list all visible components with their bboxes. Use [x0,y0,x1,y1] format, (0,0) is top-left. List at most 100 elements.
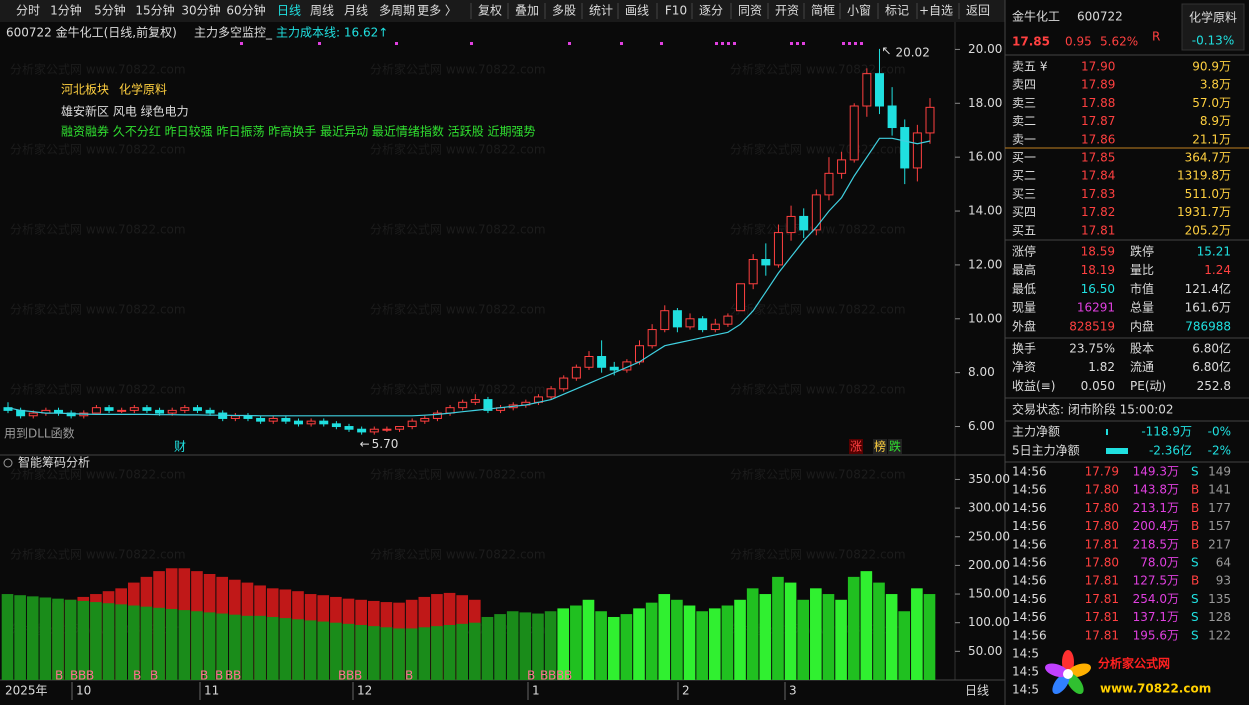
toolbar-button[interactable]: 30分钟 [181,3,220,18]
candle-body [685,318,695,328]
candle-body [344,426,354,430]
stat-label: PE(动) [1130,379,1166,393]
flow-bar [1106,429,1108,435]
watermark: 分析家公式网 www.70822.com [730,142,906,157]
book-price: 17.88 [1081,96,1115,110]
sector-pct: -0.13% [1192,34,1234,48]
chip-bar-green [266,616,279,680]
b-marker: B [548,669,556,683]
chip-bar-green [254,615,266,680]
candle-body [849,105,859,161]
candle-body [167,409,177,414]
toolbar-button[interactable]: 开资 [775,4,799,18]
chip-bar-green [532,613,544,680]
toolbar [0,0,1005,22]
logo-text: 分析家公式网 [1098,656,1170,671]
toolbar-button[interactable]: 日线 [277,4,301,18]
toolbar-button[interactable]: 月线 [344,4,368,18]
toolbar-button[interactable]: 返回 [966,4,990,18]
book-price: 17.83 [1081,187,1115,201]
stat-value: 18.59 [1081,245,1115,259]
y-tick-label: 14.00 [968,204,1002,218]
toolbar-button[interactable]: 1分钟 [50,3,82,18]
b-marker: B [225,669,233,683]
chip-bar-green [607,616,620,680]
toolbar-button[interactable]: F10 [665,4,687,18]
book-label: 买一 [1012,151,1036,165]
watermark: 分析家公式网 www.70822.com [370,222,546,237]
watermark: 分析家公式网 www.70822.com [730,302,906,317]
chip-bar-green [367,626,380,680]
event-mark: 跌 [889,439,901,454]
b-marker: B [86,669,94,683]
book-volume: 21.1万 [1192,132,1231,146]
y-tick-label: 16.00 [968,150,1002,164]
toolbar-button[interactable]: 5分钟 [94,3,126,18]
chip-bar-green [570,605,582,680]
candle-body [407,420,417,428]
feature-tags: 融资融券 久不分红 昨日较强 昨日振荡 昨高换手 最近异动 最近情绪指数 活跃股… [61,124,536,139]
min-arrow: ← [360,437,370,451]
toolbar-button[interactable]: 标记 [885,4,909,18]
year-label: 2025年 [5,684,48,698]
candle-body [710,323,720,331]
b-marker: B [233,669,241,683]
cost-line-label: 主力成本线: 16.62↑ [276,26,388,40]
candle-body [609,366,619,371]
toolbar-button[interactable]: 分时 [16,4,40,18]
toolbar-button[interactable]: 简框 [811,4,835,18]
toolbar-button[interactable]: 逐分 [699,4,723,18]
candle-body [256,417,266,422]
stat-label: 内盘 [1130,318,1154,333]
candle-body [571,366,581,379]
trade-time: 14:56 [1012,519,1047,533]
chip-bar-green [140,606,153,680]
book-volume: 1319.8万 [1177,169,1231,183]
y-tick-label: 6.00 [968,419,995,433]
candle-body [281,417,291,422]
b-marker: B [405,669,413,683]
candle-body [357,428,367,433]
signal-dot [660,42,663,45]
chip-bar-green [355,624,367,680]
candle-body [811,194,821,231]
book-label: 卖五 ¥ [1012,60,1048,74]
toolbar-button[interactable]: +自选 [919,4,953,18]
y-tick-label: 150.00 [968,587,1010,601]
toolbar-button[interactable]: 更多 〉 [417,4,457,18]
chip-bar-green [835,599,847,680]
chip-bar-green [279,618,292,680]
toolbar-button[interactable]: 叠加 [515,4,539,18]
trade-amount: 213.1万 [1133,501,1179,515]
stat-value: 6.80亿 [1192,359,1231,374]
chip-bar-green [52,598,64,680]
trade-amount: 254.0万 [1133,592,1179,606]
logo-petal [1067,663,1091,678]
chip-bar-green [784,582,797,680]
trade-time: 14:56 [1012,574,1047,588]
book-label: 买二 [1012,169,1036,183]
stat-value: 252.8 [1197,379,1231,393]
chip-bar-green [127,605,140,680]
stat-value: 786988 [1185,319,1231,333]
b-marker: B [215,669,223,683]
b-marker: B [55,669,63,683]
toolbar-button[interactable]: 多周期 [379,4,415,18]
candle-body [420,417,430,422]
toolbar-button[interactable]: 15分钟 [135,3,174,18]
chip-bar-green [822,594,835,680]
candle-body [382,428,392,431]
toolbar-button[interactable]: 周线 [310,4,334,18]
y-tick-label: 18.00 [968,96,1002,110]
book-label: 卖三 [1012,96,1036,110]
trade-side: S [1191,556,1199,570]
toolbar-button[interactable]: 画线 [625,4,649,18]
toolbar-button[interactable]: 60分钟 [226,3,265,18]
toolbar-button[interactable]: 小窗 [847,4,871,18]
toolbar-button[interactable]: 统计 [589,4,613,18]
toolbar-button[interactable]: 同资 [738,4,762,18]
toolbar-button[interactable]: 复权 [478,4,502,18]
panel-title: 智能筹码分析 [18,455,90,470]
toolbar-button[interactable]: 多股 [552,4,576,18]
watermark: 分析家公式网 www.70822.com [10,467,186,482]
